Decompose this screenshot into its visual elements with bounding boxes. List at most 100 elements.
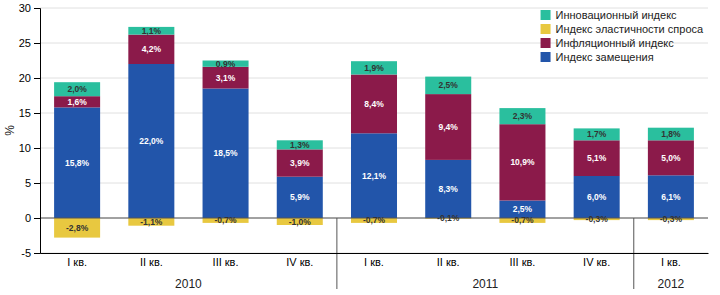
y-axis-line	[34, 9, 41, 254]
y-tick: -5	[21, 247, 40, 259]
data-label: 4,2%	[142, 44, 162, 54]
bar	[277, 140, 323, 149]
legend-item: Инфляционный индекс	[541, 37, 675, 49]
data-label: 9,4%	[439, 122, 459, 132]
data-label: 8,3%	[439, 184, 459, 194]
data-label: -1,0%	[289, 217, 312, 227]
y-tick-label: 30	[19, 2, 31, 14]
x-tick: III кв.	[509, 253, 535, 268]
x-tick: I кв.	[661, 253, 681, 268]
data-label: 18,5%	[214, 148, 239, 158]
data-label: 5,1%	[587, 153, 607, 163]
legend-swatch	[541, 10, 551, 20]
bar	[574, 128, 620, 140]
y-tick-mark	[34, 8, 40, 9]
data-label: -1,1%	[140, 217, 163, 227]
legend-item: Индекс замещения	[541, 51, 654, 63]
data-label: -0,7%	[363, 215, 386, 225]
bar	[351, 75, 397, 134]
bars	[54, 27, 694, 238]
y-tick-label: 25	[19, 37, 31, 49]
data-label: 2,5%	[439, 80, 459, 90]
data-label: -0,7%	[214, 215, 237, 225]
y-tick-label: 10	[19, 142, 31, 154]
bar	[128, 35, 174, 64]
y-tick-label: 0	[25, 212, 31, 224]
x-tick: I кв.	[364, 253, 384, 268]
data-label: 6,1%	[661, 192, 681, 202]
y-tick-mark	[34, 253, 40, 254]
grid	[40, 8, 708, 253]
data-label: 5,0%	[661, 153, 681, 163]
bar	[648, 175, 694, 218]
data-label: 10,9%	[510, 157, 535, 167]
plot: 15,8%22,0%18,5%5,9%12,1%8,3%2,5%6,0%6,1%…	[3, 2, 709, 291]
legend-item: Инновационный индекс	[541, 9, 678, 21]
y-tick-mark	[34, 148, 40, 149]
bar-series	[54, 64, 694, 218]
bar	[203, 89, 249, 219]
y-tick: 0	[25, 212, 40, 224]
bar	[499, 108, 545, 124]
data-label: 2,0%	[67, 84, 87, 94]
data-label: 2,5%	[513, 204, 533, 214]
x-tick-label: IV кв.	[583, 256, 610, 268]
bar	[648, 140, 694, 175]
x-tick-label: II кв.	[140, 256, 163, 268]
y-tick-mark	[34, 113, 40, 114]
data-label: 15,8%	[65, 158, 90, 168]
x-tick-label: I кв.	[67, 256, 87, 268]
data-label: 3,9%	[290, 158, 310, 168]
bar	[54, 82, 100, 96]
y-tick-label: 15	[19, 107, 31, 119]
y-tick-mark	[34, 78, 40, 79]
x-tick: I кв.	[67, 253, 87, 268]
chart-svg: 15,8%22,0%18,5%5,9%12,1%8,3%2,5%6,0%6,1%…	[0, 0, 720, 295]
y-tick-mark	[34, 218, 40, 219]
x-axis: I кв.II кв.III кв.IV кв.I кв.II кв.III к…	[41, 253, 709, 268]
bar	[277, 149, 323, 176]
x-tick-label: III кв.	[213, 256, 239, 268]
bar	[574, 140, 620, 176]
bar	[574, 176, 620, 218]
bar	[351, 133, 397, 218]
bar	[425, 77, 471, 95]
bar	[425, 94, 471, 160]
data-label: 1,9%	[364, 63, 384, 73]
bar	[351, 61, 397, 74]
group-label: 2012	[658, 277, 685, 291]
x-tick: II кв.	[140, 253, 163, 268]
legend-label: Индекс замещения	[556, 51, 654, 63]
legend-label: Инновационный индекс	[556, 9, 678, 21]
y-tick: 20	[19, 72, 40, 84]
data-label: 3,1%	[216, 73, 236, 83]
data-label: 2,3%	[513, 111, 533, 121]
x-tick: IV кв.	[286, 253, 313, 268]
data-label: 1,6%	[67, 97, 87, 107]
legend-swatch	[541, 38, 551, 48]
data-label: -0,3%	[586, 214, 609, 224]
x-tick: IV кв.	[583, 253, 610, 268]
bar	[54, 218, 100, 238]
y-axis-title: %	[3, 125, 17, 136]
data-label: 5,9%	[290, 192, 310, 202]
data-label: 1,7%	[587, 129, 607, 139]
y-tick-label: 20	[19, 72, 31, 84]
bar	[54, 107, 100, 218]
y-tick-mark	[34, 183, 40, 184]
data-label: -0,3%	[660, 214, 683, 224]
legend-label: Инфляционный индекс	[556, 37, 675, 49]
data-label: 0,9%	[216, 59, 236, 69]
y-tick-label: 5	[25, 177, 31, 189]
data-label: 8,4%	[364, 99, 384, 109]
x-tick: III кв.	[213, 253, 239, 268]
y-tick: 5	[25, 177, 40, 189]
legend: Инновационный индекс Индекс эластичности …	[541, 9, 704, 63]
data-labels: 15,8%22,0%18,5%5,9%12,1%8,3%2,5%6,0%6,1%…	[65, 26, 682, 233]
bar-series	[54, 35, 694, 201]
legend-item: Индекс эластичности спроса	[541, 23, 704, 35]
x-tick-label: IV кв.	[286, 256, 313, 268]
x-tick-label: I кв.	[661, 256, 681, 268]
legend-label: Индекс эластичности спроса	[556, 23, 704, 35]
data-label: 6,0%	[587, 192, 607, 202]
